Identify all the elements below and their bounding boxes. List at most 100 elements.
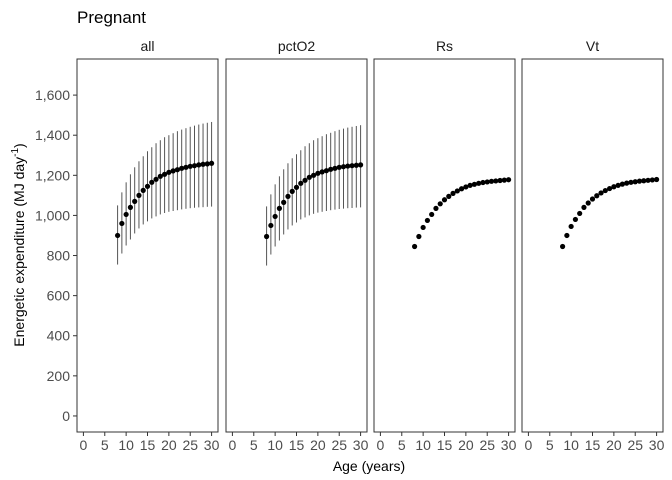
y-tick-label: 1,600 xyxy=(35,87,70,103)
data-point xyxy=(183,164,189,170)
data-point xyxy=(319,169,325,175)
data-point xyxy=(641,178,647,184)
data-point xyxy=(446,193,452,199)
x-tick-label: 25 xyxy=(331,437,347,453)
x-tick-label: 25 xyxy=(479,437,495,453)
data-point xyxy=(568,223,574,230)
data-point xyxy=(136,192,142,198)
data-point xyxy=(488,178,495,184)
data-point xyxy=(463,184,469,190)
data-point xyxy=(140,187,146,193)
data-point xyxy=(119,220,125,227)
data-point xyxy=(411,243,418,250)
facet-strip-label: all xyxy=(140,38,154,54)
data-point xyxy=(433,205,439,212)
data-point xyxy=(632,179,638,185)
data-point xyxy=(416,233,422,240)
y-tick-label: 600 xyxy=(47,288,71,304)
x-tick-label: 20 xyxy=(310,437,326,453)
x-tick-label: 15 xyxy=(585,437,601,453)
data-point xyxy=(441,197,448,203)
data-point xyxy=(285,193,291,199)
x-tick-label: 5 xyxy=(546,437,554,453)
data-point xyxy=(166,169,172,175)
data-point xyxy=(653,176,660,183)
data-point xyxy=(174,167,181,173)
y-axis-title-main: Energetic expenditure (MJ day xyxy=(11,157,27,347)
data-point xyxy=(450,190,456,196)
data-point xyxy=(306,174,312,180)
x-tick-label: 0 xyxy=(229,437,237,453)
data-point xyxy=(208,160,215,166)
y-axis-title-close: ) xyxy=(11,143,27,148)
data-point xyxy=(484,179,490,185)
data-point xyxy=(179,165,185,171)
y-tick-label: 800 xyxy=(47,248,71,264)
data-point xyxy=(204,161,210,167)
facet-panel-vt: Vt 0 5 10 15 20 25 30 xyxy=(521,38,665,453)
data-point xyxy=(357,162,364,168)
data-point xyxy=(310,172,317,178)
data-point xyxy=(187,163,193,169)
facet-strip-label: Rs xyxy=(436,38,453,54)
x-tick-label: 10 xyxy=(415,437,431,453)
data-point xyxy=(114,232,121,239)
data-point xyxy=(471,181,478,187)
data-point xyxy=(589,196,596,202)
data-point xyxy=(127,204,134,210)
data-point xyxy=(200,161,206,167)
x-tick-label: 0 xyxy=(525,437,533,453)
x-tick-label: 30 xyxy=(501,437,517,453)
facet-panel-border xyxy=(521,58,664,433)
data-point xyxy=(559,243,566,250)
x-tick-label: 5 xyxy=(250,437,258,453)
data-point xyxy=(289,188,295,194)
facet-strip-label: Vt xyxy=(586,38,599,54)
x-tick-label: 5 xyxy=(101,437,109,453)
facet-panel-pcto2: pctO2 0 5 10 15 20 25 30 xyxy=(225,38,369,453)
data-point xyxy=(615,182,621,188)
x-tick-label: 10 xyxy=(267,437,283,453)
data-point xyxy=(157,173,163,179)
data-point xyxy=(328,166,334,172)
data-point xyxy=(429,211,435,218)
data-point xyxy=(505,177,512,183)
x-tick-label: 10 xyxy=(118,437,134,453)
y-axis: 0 200 400 600 800 1,000 1,200 1,400 1,600 xyxy=(35,87,77,424)
data-point xyxy=(424,217,431,224)
data-point xyxy=(619,181,626,187)
x-tick-label: 25 xyxy=(627,437,643,453)
data-point xyxy=(606,185,613,192)
data-point xyxy=(602,187,608,194)
data-point xyxy=(323,168,330,174)
data-point xyxy=(458,186,465,192)
x-tick-label: 5 xyxy=(398,437,406,453)
data-point xyxy=(161,171,168,177)
data-point xyxy=(649,177,655,183)
data-point xyxy=(293,184,300,190)
data-point xyxy=(276,205,283,212)
data-point xyxy=(476,180,482,186)
y-tick-label: 0 xyxy=(62,408,70,424)
data-point xyxy=(345,163,351,169)
chart-title: Pregnant xyxy=(77,8,146,27)
y-tick-label: 400 xyxy=(47,328,71,344)
x-tick-label: 0 xyxy=(377,437,385,453)
data-point xyxy=(332,165,338,171)
data-point xyxy=(123,211,129,218)
x-tick-label: 0 xyxy=(80,437,88,453)
data-point xyxy=(170,168,176,174)
data-point xyxy=(144,183,151,189)
facet-panel-border xyxy=(76,58,219,433)
data-point xyxy=(336,164,342,170)
data-point xyxy=(598,190,604,196)
facet-strip-label: pctO2 xyxy=(278,38,316,54)
x-tick-label: 15 xyxy=(289,437,305,453)
data-point xyxy=(191,163,198,169)
data-point xyxy=(153,176,159,182)
data-point xyxy=(149,179,155,185)
y-axis-title: Energetic expenditure (MJ day-1) xyxy=(10,143,27,346)
